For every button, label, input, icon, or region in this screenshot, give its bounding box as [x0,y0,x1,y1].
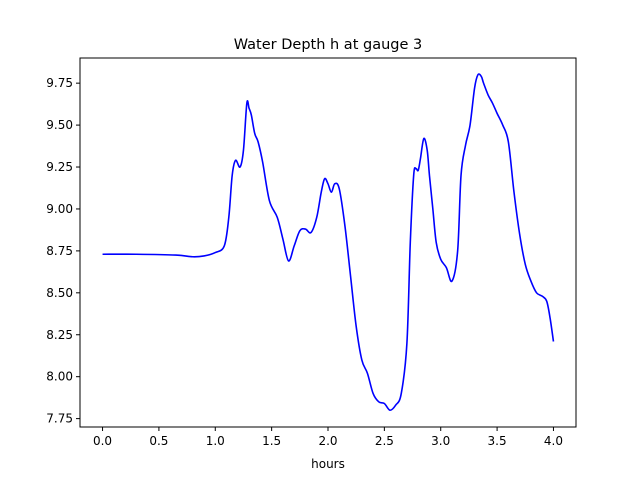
y-tick-label: 9.25 [46,160,73,174]
x-tick-label: 0.0 [93,434,112,448]
x-tick-label: 2.5 [375,434,394,448]
x-axis-label: hours [311,457,345,471]
x-tick-label: 1.5 [262,434,281,448]
x-axis: 0.0 0.5 1.0 1.5 2.0 2.5 3.0 3.5 4.0 [93,427,563,448]
y-tick-label: 9.00 [46,202,73,216]
y-tick-label: 7.75 [46,412,73,426]
x-tick-label: 2.0 [318,434,337,448]
axes-frame [79,57,577,428]
y-tick-label: 8.50 [46,286,73,300]
y-tick-label: 9.50 [46,118,73,132]
y-tick-label: 8.00 [46,370,73,384]
x-tick-label: 3.5 [488,434,507,448]
y-tick-label: 9.75 [46,76,73,90]
x-tick-label: 3.0 [431,434,450,448]
x-tick-label: 4.0 [544,434,563,448]
y-axis: 7.75 8.00 8.25 8.50 8.75 9.00 9.25 9.50 9.75 [46,76,80,426]
y-tick-label: 8.75 [46,244,73,258]
chart-title: Water Depth h at gauge 3 [234,37,422,53]
x-tick-label: 0.5 [149,434,168,448]
plot-area [102,73,555,412]
series-line [102,73,555,412]
x-tick-label: 1.0 [206,434,225,448]
y-tick-label: 8.25 [46,328,73,342]
